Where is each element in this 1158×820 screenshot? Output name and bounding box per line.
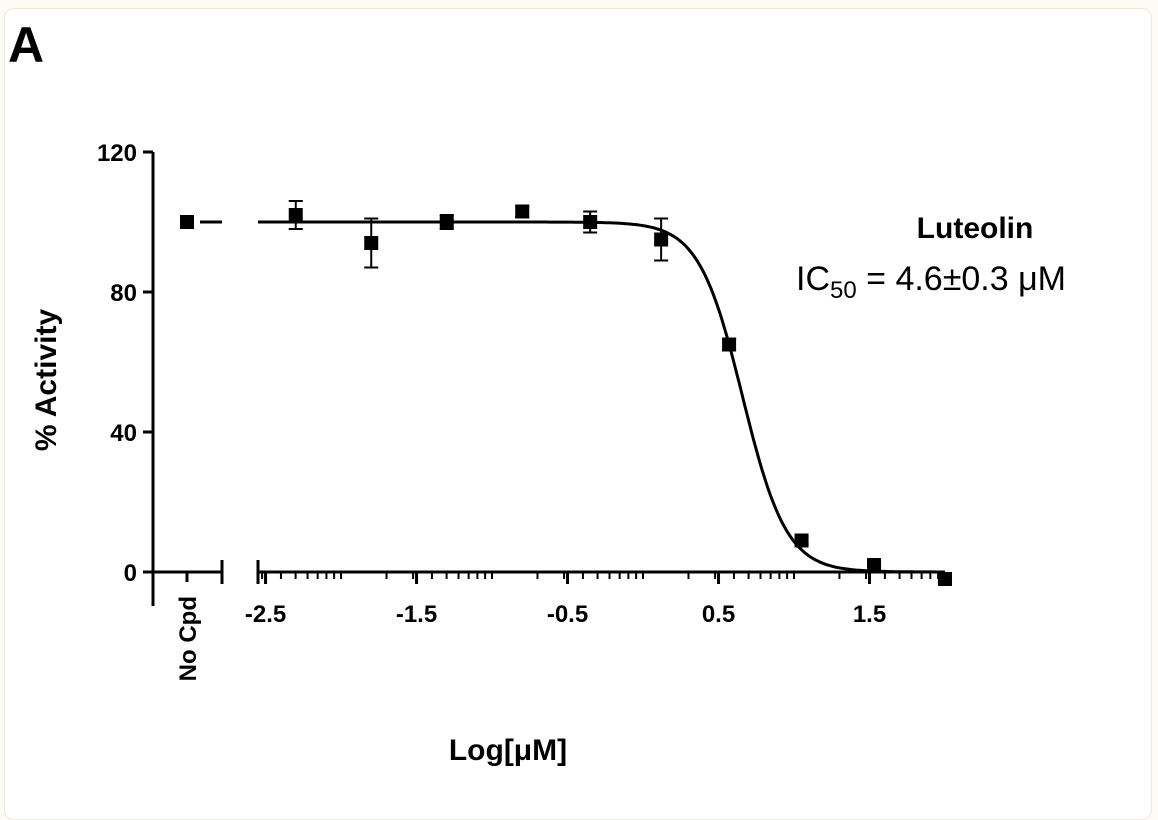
x-tick-label: -1.5 (396, 601, 437, 628)
x-axis-title: Log[μM] (449, 734, 567, 767)
x-tick-label: 1.5 (853, 601, 886, 628)
compound-name: Luteolin (917, 212, 1034, 245)
data-point (722, 337, 737, 352)
fit-curve-line (258, 220, 938, 574)
data-points (180, 200, 952, 586)
ic50-prefix: IC (796, 260, 830, 298)
control-point (180, 215, 194, 229)
data-point (794, 533, 809, 548)
y-tick-label: 80 (110, 280, 137, 307)
data-point (364, 236, 379, 250)
x-tick-label: -0.5 (547, 601, 588, 628)
axes: 0 40 80 120 No Cpd -2.5 -1.5 -0.5 0.5 1.5 (97, 140, 946, 681)
data-point (288, 208, 303, 222)
data-point (867, 558, 882, 572)
ic50-subscript: 50 (830, 277, 857, 304)
y-tick-label: 0 (124, 560, 137, 587)
data-point (938, 572, 952, 586)
data-point (583, 215, 598, 229)
y-tick-label: 120 (97, 140, 137, 167)
x-tick-label-control: No Cpd (175, 596, 202, 681)
y-axis-title: % Activity (30, 309, 63, 452)
y-tick-label: 40 (110, 420, 137, 447)
data-point (654, 232, 669, 247)
ic50-annotation: IC50 = 4.6±0.3 μM (796, 260, 1066, 304)
x-tick-label: 0.5 (702, 601, 735, 628)
ic50-value: = 4.6±0.3 μM (857, 260, 1066, 298)
figure-card (4, 8, 1152, 820)
data-point (439, 215, 454, 229)
x-tick-label: -2.5 (245, 601, 286, 628)
panel-label: A (8, 17, 44, 73)
fit-curve-group (258, 220, 938, 574)
data-point (515, 204, 530, 219)
